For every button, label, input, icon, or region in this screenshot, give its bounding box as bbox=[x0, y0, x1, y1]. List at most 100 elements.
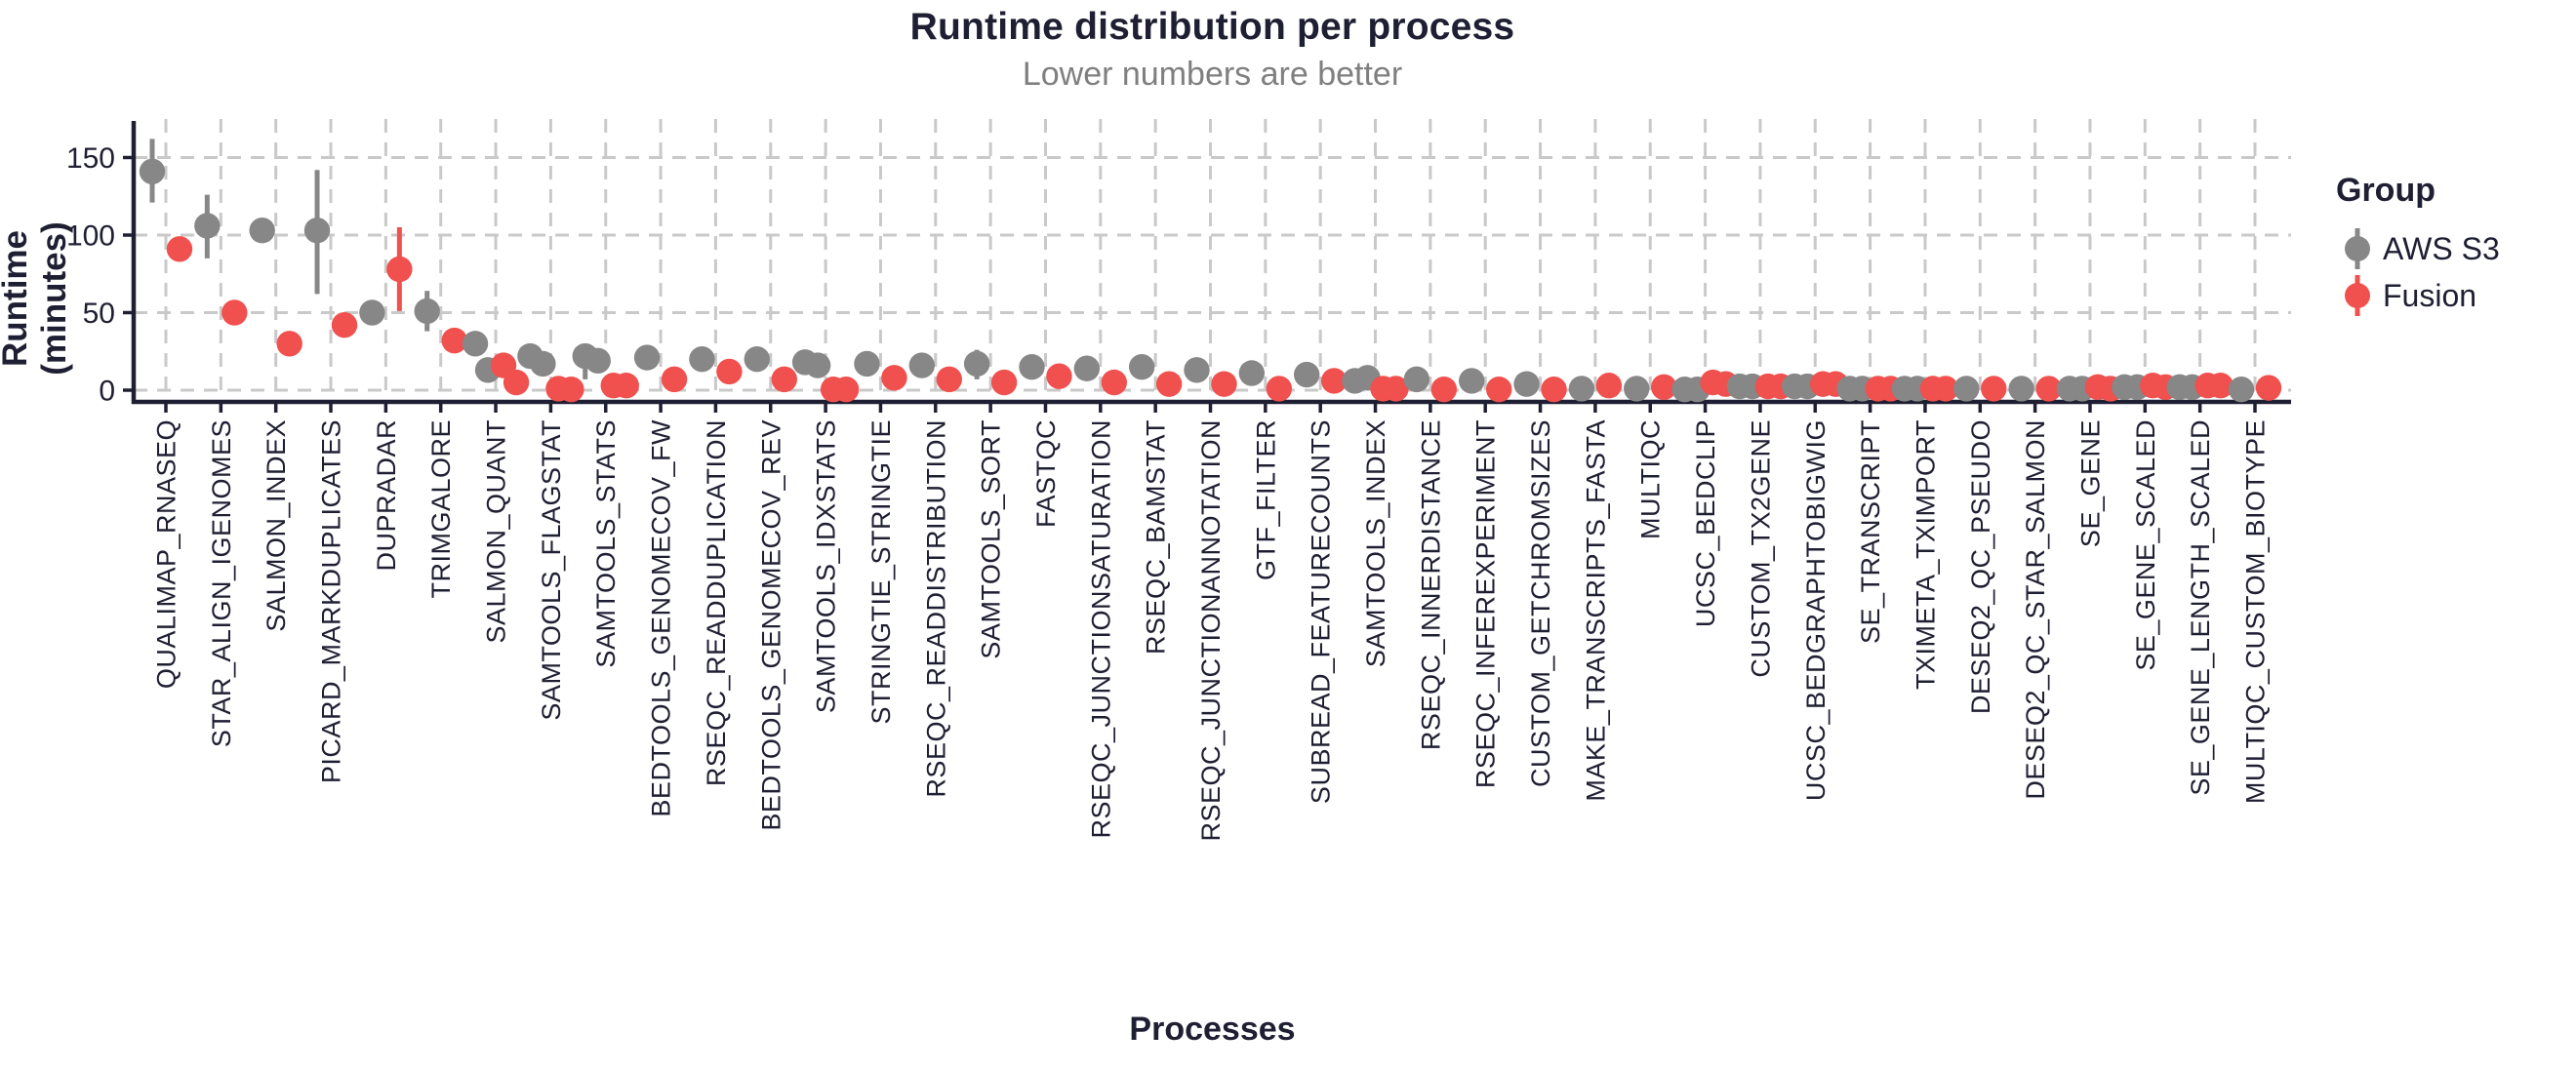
data-point-aws bbox=[1019, 353, 1045, 380]
x-tick-label: MULTIQC_CUSTOM_BIOTYPE bbox=[2241, 419, 2271, 804]
data-point-fusion bbox=[1046, 363, 1072, 389]
y-tick-label: 50 bbox=[83, 298, 115, 330]
data-point-aws bbox=[1513, 371, 1540, 397]
legend-label-fusion: Fusion bbox=[2383, 277, 2477, 313]
x-tick-label: SE_TRANSCRIPT bbox=[1856, 419, 1885, 644]
y-tick-label: 0 bbox=[99, 376, 115, 408]
x-tick-label: STRINGTIE_STRINGTIE bbox=[866, 419, 896, 725]
data-point-aws bbox=[1568, 376, 1595, 402]
data-point-aws bbox=[1624, 376, 1650, 402]
data-point-fusion bbox=[1651, 374, 1677, 401]
x-tick-label: RSEQC_INFEREXPERIMENT bbox=[1471, 419, 1501, 788]
x-tick-label: SAMTOOLS_FLAGSTAT bbox=[537, 419, 566, 721]
data-point-aws bbox=[139, 158, 166, 185]
x-tick-label: BEDTOOLS_GENOMECOV_REV bbox=[756, 419, 785, 831]
data-point-fusion bbox=[441, 327, 467, 354]
data-point-fusion bbox=[1155, 371, 1183, 397]
data-point-fusion bbox=[990, 369, 1018, 396]
data-point-aws bbox=[804, 352, 831, 378]
data-point-aws bbox=[194, 213, 221, 239]
x-tick-label: BEDTOOLS_GENOMECOV_FW bbox=[647, 419, 676, 817]
x-tick-label: SUBREAD_FEATURECOUNTS bbox=[1307, 419, 1336, 804]
y-tick-label: 150 bbox=[66, 142, 115, 175]
data-point-aws bbox=[2228, 377, 2255, 403]
data-point-aws bbox=[359, 299, 385, 326]
data-point-aws bbox=[584, 347, 611, 374]
x-tick-label: GTF_FILTER bbox=[1251, 419, 1280, 580]
x-tick-label: RSEQC_READDUPLICATION bbox=[702, 419, 731, 786]
tick-labels: 0 50 100 150 QUALIMAP_RNASEQ STAR_ALIGN_IGENO… bbox=[66, 142, 2271, 842]
x-axis-title: Processes bbox=[1129, 1011, 1296, 1048]
x-tick-label: RSEQC_INNERDISTANCE bbox=[1416, 419, 1445, 750]
x-tick-label: DUPRADAR bbox=[372, 419, 401, 572]
x-tick-label: RSEQC_BAMSTAT bbox=[1142, 419, 1171, 655]
data-point-fusion bbox=[1320, 368, 1348, 394]
x-tick-label: SAMTOOLS_INDEX bbox=[1361, 419, 1390, 667]
x-tick-label: RSEQC_READDISTRIBUTION bbox=[921, 419, 950, 798]
data-point-fusion bbox=[716, 358, 743, 385]
data-point-fusion bbox=[1266, 376, 1293, 402]
data-point-aws bbox=[963, 350, 990, 378]
data-point-aws bbox=[744, 346, 770, 373]
data-point-aws bbox=[854, 350, 880, 378]
data-points bbox=[139, 139, 2282, 403]
x-tick-label: CUSTOM_GETCHROMSIZES bbox=[1526, 419, 1555, 787]
x-tick-label: STAR_ALIGN_IGENOMES bbox=[207, 419, 236, 747]
x-tick-label: SE_GENE bbox=[2075, 419, 2105, 547]
x-tick-label: SALMON_INDEX bbox=[262, 419, 291, 632]
data-point-fusion bbox=[2255, 375, 2282, 401]
data-point-aws bbox=[1293, 361, 1320, 388]
data-point-fusion bbox=[1486, 377, 1512, 403]
x-tick-label: MAKE_TRANSCRIPTS_FASTA bbox=[1581, 419, 1610, 802]
legend-entry-fusion: Fusion bbox=[2336, 272, 2570, 319]
legend-title: Group bbox=[2336, 172, 2435, 209]
data-point-fusion bbox=[881, 365, 907, 391]
data-point-fusion bbox=[276, 331, 302, 357]
data-point-aws bbox=[633, 344, 661, 371]
x-tick-label: RSEQC_JUNCTIONANNOTATION bbox=[1196, 419, 1226, 842]
x-tick-label: UCSC_BEDGRAPHTOBIGWIG bbox=[1801, 419, 1831, 801]
x-tick-label: MULTIQC bbox=[1636, 419, 1666, 539]
data-point-fusion bbox=[558, 377, 584, 403]
x-tick-label: FASTQC bbox=[1031, 419, 1061, 528]
chart-title: Runtime distribution per process bbox=[909, 6, 1515, 48]
x-tick-label: SE_GENE_SCALED bbox=[2131, 419, 2160, 671]
data-point-aws bbox=[2008, 376, 2034, 402]
x-tick-label: SAMTOOLS_SORT bbox=[977, 419, 1006, 659]
y-tick-label: 100 bbox=[66, 220, 115, 253]
data-point-fusion bbox=[1383, 376, 1409, 402]
data-point-fusion bbox=[2035, 376, 2062, 402]
data-point-fusion bbox=[331, 312, 358, 338]
x-tick-label: SALMON_QUANT bbox=[482, 419, 511, 644]
data-point-fusion bbox=[1932, 376, 1959, 402]
data-point-fusion bbox=[1430, 377, 1458, 403]
data-point-aws bbox=[1459, 368, 1485, 394]
data-point-fusion bbox=[1541, 377, 1567, 403]
y-axis-title: Runtime (minutes) bbox=[0, 221, 73, 376]
x-tick-label: CUSTOM_TX2GENE bbox=[1746, 419, 1775, 678]
x-tick-label: PICARD_MARKDUPLICATES bbox=[317, 419, 346, 783]
x-tick-label: QUALIMAP_RNASEQ bbox=[152, 419, 181, 689]
legend-entry-aws: AWS S3 bbox=[2336, 225, 2570, 272]
x-tick-label: TRIMGALORE bbox=[426, 419, 456, 599]
axes bbox=[123, 121, 2291, 413]
data-point-fusion bbox=[832, 377, 860, 403]
data-point-aws bbox=[303, 218, 331, 244]
x-tick-label: TXIMETA_TXIMPORT bbox=[1911, 419, 1940, 690]
x-tick-label: UCSC_BEDCLIP bbox=[1691, 419, 1720, 627]
data-point-fusion bbox=[166, 236, 193, 262]
data-point-fusion bbox=[661, 366, 688, 393]
chart-subtitle: Lower numbers are better bbox=[1022, 56, 1403, 93]
data-point-aws bbox=[1238, 360, 1266, 386]
data-point-fusion bbox=[386, 256, 413, 283]
legend: Group AWS S3 Fusion bbox=[2336, 172, 2570, 319]
data-point-fusion bbox=[1101, 369, 1128, 396]
data-point-aws bbox=[1128, 353, 1155, 380]
pointrange-glyph-aws bbox=[2345, 228, 2370, 269]
data-point-aws bbox=[1184, 357, 1210, 383]
data-point-fusion bbox=[1981, 376, 2007, 402]
data-point-aws bbox=[530, 350, 556, 378]
data-point-fusion bbox=[2207, 373, 2234, 399]
